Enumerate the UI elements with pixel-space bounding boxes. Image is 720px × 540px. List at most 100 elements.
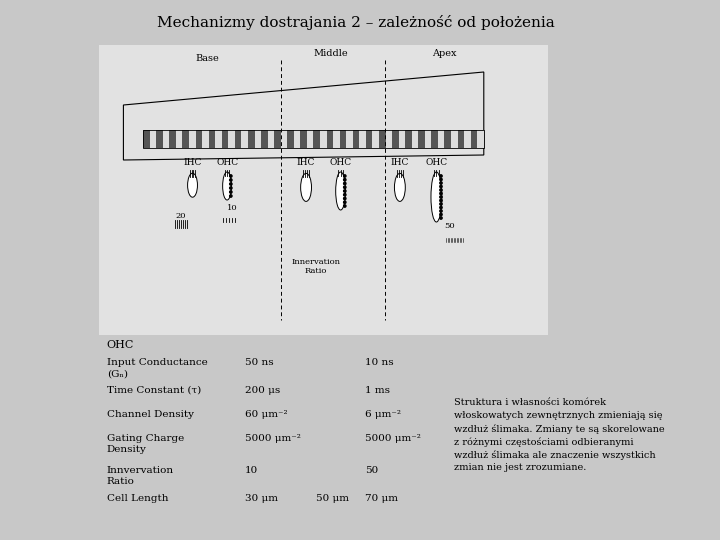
Text: IHC: IHC <box>184 158 202 167</box>
Text: 30 μm: 30 μm <box>245 494 278 503</box>
Bar <box>451 130 458 148</box>
Bar <box>99 45 548 335</box>
Circle shape <box>230 183 232 185</box>
Bar <box>209 130 215 148</box>
Circle shape <box>440 189 442 191</box>
Circle shape <box>343 186 346 188</box>
Bar <box>405 130 412 148</box>
Circle shape <box>440 213 442 215</box>
Text: 50: 50 <box>444 222 455 230</box>
Bar <box>385 130 392 148</box>
Text: z różnymi częstościami odbieranymi: z różnymi częstościami odbieranymi <box>454 437 634 447</box>
Circle shape <box>230 179 232 181</box>
Bar <box>320 130 327 148</box>
Text: Innervation
Ratio: Innervation Ratio <box>292 258 341 275</box>
Bar <box>215 130 222 148</box>
Bar <box>300 130 307 148</box>
Bar <box>274 130 281 148</box>
Text: Middle: Middle <box>313 49 348 58</box>
Bar <box>261 130 268 148</box>
Bar <box>392 130 399 148</box>
Text: 10 ns: 10 ns <box>365 358 394 367</box>
Text: wzdłuż ślimaka. Zmiany te są skorelowane: wzdłuż ślimaka. Zmiany te są skorelowane <box>454 424 665 434</box>
Text: Cell Length: Cell Length <box>107 494 168 503</box>
Circle shape <box>440 203 442 205</box>
Bar <box>169 130 176 148</box>
Text: OHC: OHC <box>107 340 134 350</box>
Bar <box>281 130 287 148</box>
Bar <box>346 130 353 148</box>
Bar <box>156 130 163 148</box>
Bar <box>438 130 444 148</box>
Bar <box>353 130 359 148</box>
Bar <box>287 130 294 148</box>
Text: 70 μm: 70 μm <box>365 494 398 503</box>
Bar <box>143 130 484 148</box>
Bar <box>307 130 313 148</box>
Text: 200 μs: 200 μs <box>245 386 280 395</box>
Circle shape <box>343 197 346 200</box>
Text: Struktura i własności komórek: Struktura i własności komórek <box>454 398 606 407</box>
Ellipse shape <box>301 173 312 201</box>
Text: 5000 μm⁻²: 5000 μm⁻² <box>245 434 301 443</box>
Circle shape <box>440 199 442 202</box>
Bar <box>176 130 182 148</box>
Text: 10: 10 <box>245 466 258 475</box>
Circle shape <box>343 205 346 207</box>
Text: zmian nie jest zrozumiane.: zmian nie jest zrozumiane. <box>454 463 587 472</box>
Text: Channel Density: Channel Density <box>107 410 194 419</box>
Bar <box>222 130 228 148</box>
Bar <box>241 130 248 148</box>
Bar <box>444 130 451 148</box>
Bar <box>255 130 261 148</box>
Text: 6 μm⁻²: 6 μm⁻² <box>365 410 401 419</box>
Text: wzdłuż ślimaka ale znaczenie wszystkich: wzdłuż ślimaka ale znaczenie wszystkich <box>454 450 656 460</box>
Text: Innvervation
Ratio: Innvervation Ratio <box>107 466 174 486</box>
Bar <box>425 130 431 148</box>
Circle shape <box>343 175 346 177</box>
Ellipse shape <box>222 172 232 200</box>
Circle shape <box>440 185 442 188</box>
Bar <box>327 130 333 148</box>
Text: Base: Base <box>195 54 219 63</box>
Text: OHC: OHC <box>426 158 447 167</box>
Bar <box>379 130 385 148</box>
Ellipse shape <box>336 172 346 210</box>
Text: włoskowatych zewnętrznych zmieniają się: włoskowatych zewnętrznych zmieniają się <box>454 411 662 420</box>
Ellipse shape <box>395 173 405 201</box>
Bar <box>340 130 346 148</box>
Bar <box>333 130 340 148</box>
Text: Gating Charge
Density: Gating Charge Density <box>107 434 184 454</box>
Circle shape <box>343 201 346 204</box>
Text: 5000 μm⁻²: 5000 μm⁻² <box>365 434 421 443</box>
Circle shape <box>440 217 442 219</box>
Bar <box>143 130 150 148</box>
Text: Mechanizmy dostrajania 2 – zależność od położenia: Mechanizmy dostrajania 2 – zależność od … <box>156 15 554 30</box>
Circle shape <box>230 187 232 189</box>
Bar <box>464 130 471 148</box>
Ellipse shape <box>431 172 442 222</box>
Bar <box>431 130 438 148</box>
Circle shape <box>440 192 442 195</box>
Circle shape <box>440 182 442 184</box>
Bar <box>196 130 202 148</box>
Bar <box>471 130 477 148</box>
Bar <box>399 130 405 148</box>
Bar <box>268 130 274 148</box>
Bar <box>313 130 320 148</box>
Text: IHC: IHC <box>297 158 315 167</box>
Text: IHC: IHC <box>391 158 409 167</box>
Circle shape <box>343 183 346 185</box>
Circle shape <box>343 193 346 196</box>
Bar <box>412 130 418 148</box>
Text: OHC: OHC <box>216 158 238 167</box>
Text: Apex: Apex <box>432 49 456 58</box>
Circle shape <box>230 195 232 197</box>
Circle shape <box>440 178 442 181</box>
Bar <box>477 130 484 148</box>
Bar <box>248 130 255 148</box>
Circle shape <box>440 196 442 198</box>
Circle shape <box>440 210 442 212</box>
Bar <box>366 130 372 148</box>
Circle shape <box>343 190 346 192</box>
